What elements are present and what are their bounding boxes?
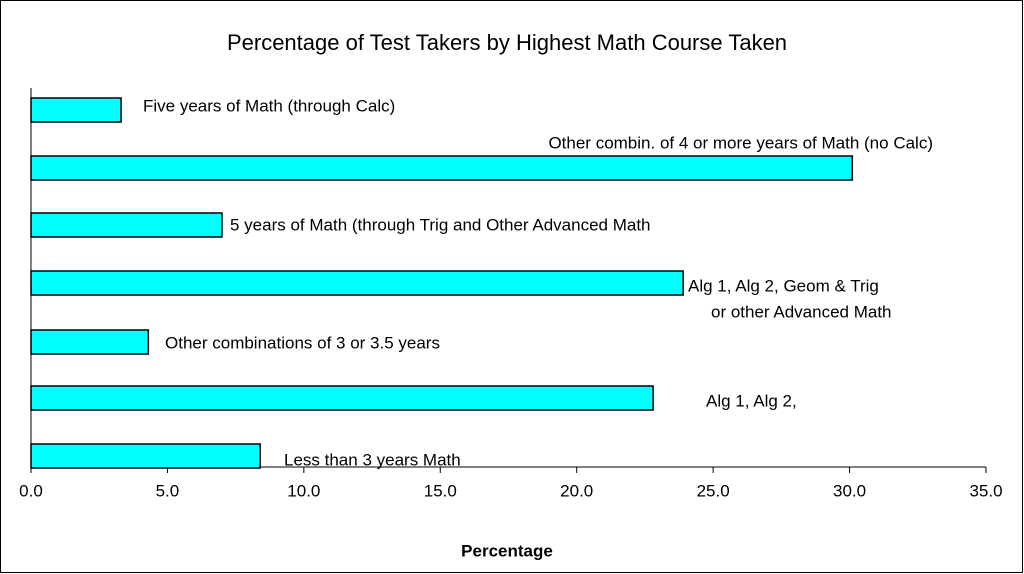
x-tick-label: 20.0 — [560, 481, 593, 500]
chart-title: Percentage of Test Takers by Highest Mat… — [227, 30, 787, 55]
bar-label: or other Advanced Math — [711, 302, 892, 321]
x-axis-title: Percentage — [461, 541, 553, 560]
bar — [30, 329, 150, 355]
x-tick-label: 15.0 — [424, 481, 457, 500]
bar-label: Other combinations of 3 or 3.5 years — [165, 333, 440, 352]
bar-label: Alg 1, Alg 2, — [706, 391, 797, 410]
bar-label: Alg 1, Alg 2, Geom & Trig — [688, 276, 879, 295]
x-tick-label: 0.0 — [19, 481, 43, 500]
bar — [30, 155, 854, 181]
bar — [30, 270, 684, 296]
bar-label: 5 years of Math (through Trig and Other … — [230, 215, 651, 234]
bar — [30, 212, 223, 238]
bar-label: Other combin. of 4 or more years of Math… — [548, 133, 933, 152]
bar — [30, 97, 122, 123]
bar — [30, 443, 261, 469]
bar-label: Less than 3 years Math — [284, 450, 461, 469]
x-tick-label: 25.0 — [697, 481, 730, 500]
bar-label: Five years of Math (through Calc) — [143, 96, 395, 115]
x-tick-label: 30.0 — [833, 481, 866, 500]
bar — [30, 385, 654, 411]
x-tick-label: 10.0 — [287, 481, 320, 500]
x-tick-label: 35.0 — [969, 481, 1002, 500]
x-tick-label: 5.0 — [156, 481, 180, 500]
